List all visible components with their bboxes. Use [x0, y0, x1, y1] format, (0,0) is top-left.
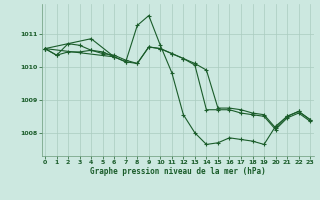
X-axis label: Graphe pression niveau de la mer (hPa): Graphe pression niveau de la mer (hPa) — [90, 167, 266, 176]
